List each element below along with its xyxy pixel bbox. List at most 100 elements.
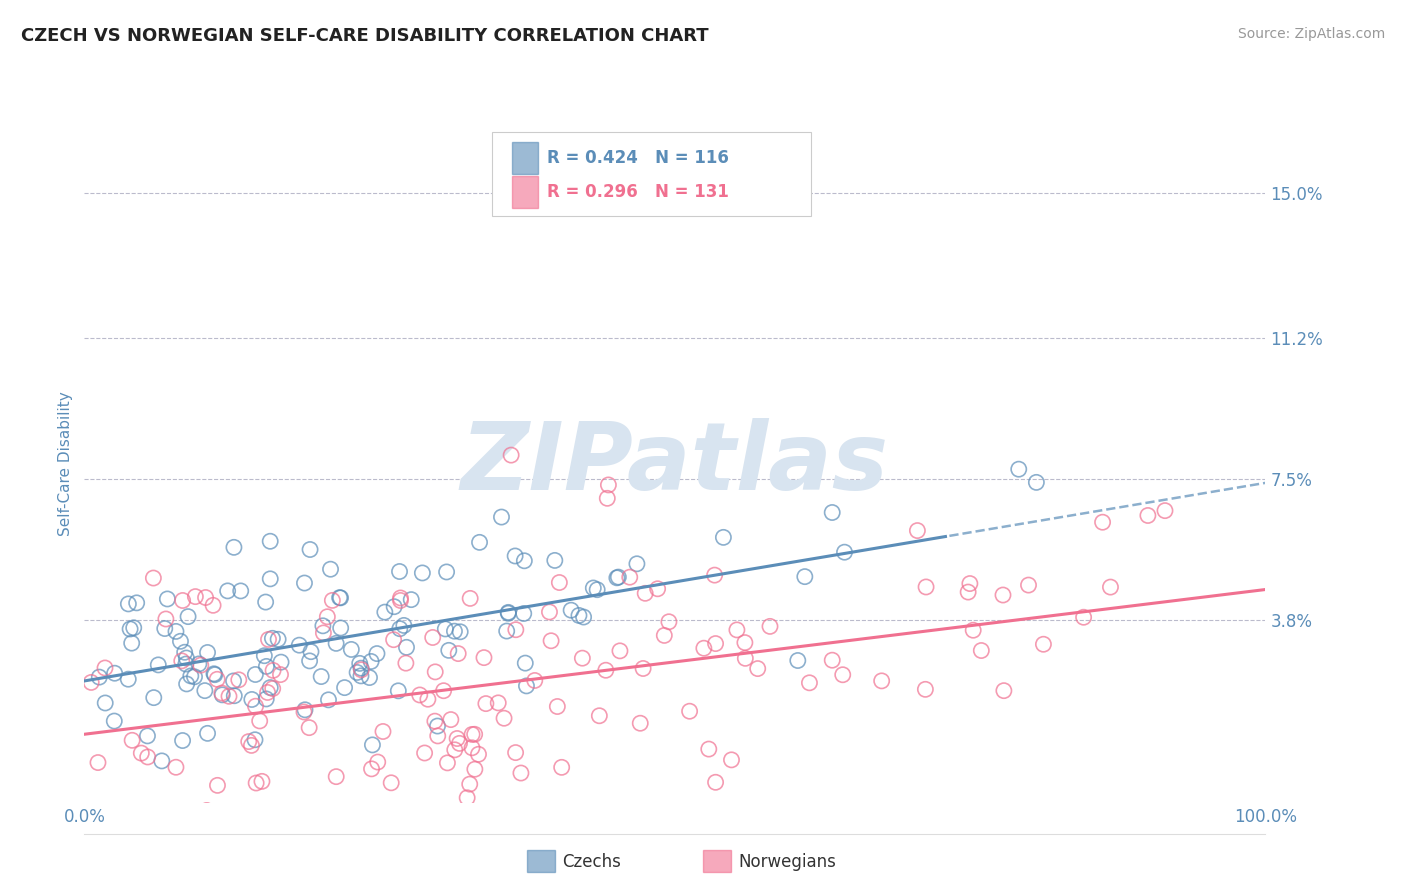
Point — [172, 733, 194, 747]
Point — [254, 692, 277, 706]
Point — [572, 610, 595, 624]
Point — [993, 683, 1015, 698]
Point — [371, 724, 394, 739]
Point — [505, 746, 527, 760]
Point — [799, 675, 821, 690]
Point — [359, 671, 381, 685]
Point — [513, 554, 536, 568]
Point — [211, 686, 233, 700]
Point — [329, 591, 352, 605]
Point — [121, 636, 143, 650]
Point — [464, 727, 486, 741]
Point — [426, 729, 449, 743]
Point — [704, 637, 727, 651]
Point — [195, 804, 218, 818]
Point — [197, 726, 219, 740]
FancyBboxPatch shape — [492, 132, 811, 217]
Point — [309, 669, 332, 683]
Point — [117, 672, 139, 686]
Point — [464, 762, 486, 776]
Point — [218, 690, 240, 704]
Point — [434, 622, 457, 636]
Point — [259, 534, 281, 549]
Point — [399, 592, 422, 607]
Text: Czechs: Czechs — [562, 853, 621, 871]
Point — [202, 599, 225, 613]
Point — [747, 662, 769, 676]
Point — [560, 603, 582, 617]
Point — [725, 623, 748, 637]
Point — [571, 651, 593, 665]
Point — [174, 657, 197, 671]
Point — [325, 770, 347, 784]
Point — [125, 596, 148, 610]
Point — [245, 667, 267, 681]
Point — [121, 733, 143, 747]
Point — [436, 756, 458, 770]
Point — [447, 647, 470, 661]
Text: Source: ZipAtlas.com: Source: ZipAtlas.com — [1237, 27, 1385, 41]
Point — [325, 636, 347, 650]
Point — [253, 648, 276, 663]
Point — [628, 716, 651, 731]
Point — [183, 670, 205, 684]
Point — [957, 585, 980, 599]
Point — [1032, 637, 1054, 651]
Point — [915, 580, 938, 594]
Point — [117, 597, 139, 611]
Point — [1154, 503, 1177, 517]
Text: Norwegians: Norwegians — [738, 853, 837, 871]
Point — [350, 669, 373, 683]
Point — [523, 673, 546, 688]
Point — [423, 714, 446, 728]
Point — [254, 595, 277, 609]
Point — [619, 570, 641, 584]
Point — [333, 681, 356, 695]
Point — [150, 754, 173, 768]
Point — [197, 646, 219, 660]
Point — [340, 809, 363, 823]
Point — [169, 634, 191, 648]
Point — [475, 697, 498, 711]
Point — [294, 576, 316, 591]
Point — [395, 640, 418, 655]
Point — [631, 661, 654, 675]
Point — [440, 713, 463, 727]
Point — [461, 727, 484, 741]
Point — [515, 679, 537, 693]
Point — [704, 775, 727, 789]
Point — [831, 667, 853, 681]
Point — [606, 571, 628, 585]
Point — [609, 644, 631, 658]
Point — [249, 714, 271, 728]
Point — [298, 654, 321, 668]
Point — [720, 753, 742, 767]
Point — [515, 656, 537, 670]
Point — [187, 657, 209, 671]
Point — [568, 608, 591, 623]
Point — [153, 622, 176, 636]
Point — [211, 688, 233, 702]
Point — [1018, 578, 1040, 592]
Point — [693, 641, 716, 656]
Point — [382, 632, 405, 647]
Point — [89, 670, 111, 684]
Point — [1099, 580, 1122, 594]
Point — [388, 565, 411, 579]
Point — [298, 721, 321, 735]
Point — [299, 645, 322, 659]
Point — [329, 591, 352, 605]
Point — [382, 599, 405, 614]
Point — [269, 667, 291, 681]
Point — [238, 734, 260, 748]
Point — [318, 693, 340, 707]
Point — [176, 651, 198, 665]
Point — [598, 478, 620, 492]
Point — [205, 673, 228, 687]
Point — [510, 766, 533, 780]
Point — [512, 607, 534, 621]
Point — [120, 622, 142, 636]
Point — [222, 673, 245, 688]
Point — [501, 448, 523, 462]
Point — [607, 570, 630, 584]
